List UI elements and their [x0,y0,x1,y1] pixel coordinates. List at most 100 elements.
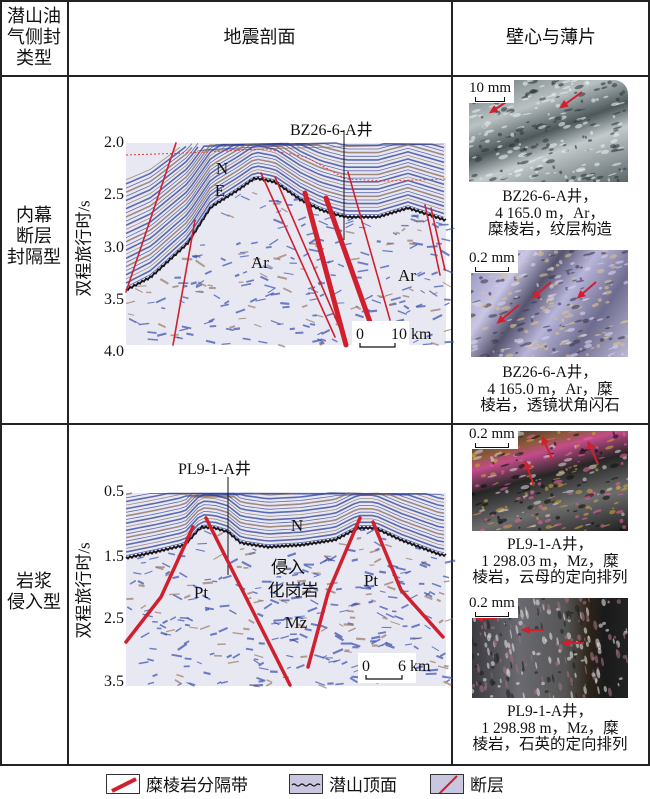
table-border-right [648,0,650,765]
y-axis-label: 双程旅行时/s [74,542,94,639]
legend-label: 断层 [470,776,504,795]
y-tick: 2.0 [104,134,124,151]
y-tick: 2.5 [104,610,124,627]
arrow-icon [563,91,583,106]
label-ar: Ar [251,253,269,272]
fault-line [125,142,177,293]
photo-caption: PL9-1-A井， 1 298.98 m，Mz，糜 棱岩，石英的定向排列 [455,703,645,754]
y-tick: 3.5 [104,673,124,690]
table-row-divider [0,423,650,425]
caption-line: 糜棱岩，纹层构造 [487,221,612,238]
row1-type: 内幕 断层 封隔型 [0,205,68,268]
header-seismic-section: 地震剖面 [223,27,296,47]
y-tick: 1.5 [104,548,124,565]
scale-zero: 0 [356,326,364,343]
mylonite-band [323,195,373,325]
y-tick: 4.0 [104,343,124,360]
well-label: PL9-1-A井 [178,461,251,478]
type-line: 岩浆 [16,571,52,591]
arrow-head-icon [541,435,549,446]
label-e: E [215,181,225,200]
buried-hill-top-line [125,524,447,560]
fault-line [424,204,441,276]
scale-zero: 0 [362,658,370,675]
header-line: 潜山油 [7,6,61,26]
well-label: BZ26-6-A井 [290,122,373,139]
arrow-head-icon [587,440,595,451]
caption-line: BZ26-6-A井， [502,364,598,381]
mylonite-band [204,516,292,687]
arrow-head-icon [559,100,569,109]
mylonite-band [302,190,349,348]
mylonite-band [371,520,445,639]
arrow-head-icon [561,638,570,648]
table-col-divider [67,0,69,765]
y-tick: 3.5 [104,291,124,308]
fault-line [172,219,196,346]
y-tick: 3.0 [104,239,124,256]
y-tick: 0.5 [104,483,124,500]
caption-line: 4 165.0 m，Ar，糜 [487,380,613,398]
arrow-icon [535,281,552,296]
header-line: 气侧封 [7,27,61,47]
arrow-head-icon [576,290,586,299]
arrow-head-icon [496,315,506,324]
arrow-head-icon [489,105,499,114]
label-pt: Pt [364,571,378,590]
horizon-line [125,148,447,182]
thin-section-photo [471,250,628,357]
scale-end: 6 km [398,658,431,675]
caption-line: 1 298.03 m，Mz，糜 [481,552,619,570]
type-line: 内幕 [16,205,52,225]
photo-caption: PL9-1-A井， 1 298.03 m，Mz，糜 棱岩，云母的定向排列 [455,536,645,587]
fault-icon [430,773,464,794]
scale-bar-line [359,343,396,348]
mylonite-band [306,516,362,669]
arrow-icon [580,281,597,296]
fault-line [347,171,391,321]
scale-bar: 0.2 mm [466,595,518,618]
scale-label: 0.2 mm [469,250,515,266]
scale-label: 10 mm [469,80,512,96]
table-border-top [0,0,650,2]
caption-line: BZ26-6-A井， [502,188,598,205]
seismic-section-bz26: NE Ar Ar 0 10 km [125,130,455,351]
header-line: 类型 [16,48,52,68]
arrow-icon [500,304,520,321]
scale-end: 10 km [391,326,432,343]
table-col-divider [451,0,453,765]
caption-line: 棱岩，石英的定向排列 [472,736,628,753]
label-ar: Ar [398,266,416,285]
label-n: N [291,516,303,535]
caption-line: PL9-1-A井， [506,703,594,720]
photo-caption: BZ26-6-A井， 4 165.0 m，Ar，糜 棱岩，透镜状角闪石 [455,364,645,415]
row2-type: 岩浆 侵入型 [0,571,68,613]
buried-hill-top-line [125,176,447,292]
fault-line [274,176,346,341]
buried-hill-top-icon [289,773,323,794]
arrow-head-icon [531,290,541,299]
caption-line: 4 165.0 m，Ar， [495,204,605,222]
legend-label: 潜山顶面 [329,776,397,795]
scale-bar-line [365,675,403,680]
arrow-head-icon [521,625,530,635]
scale-bar: 10 mm [466,80,515,103]
legend-label: 糜棱岩分隔带 [146,776,248,795]
table-border-left [0,0,2,765]
legend-item-fault: 断层 [430,771,504,796]
label-mz: Mz [285,613,308,632]
type-line: 侵入型 [7,592,61,612]
label-granite: 化岗岩 [268,581,319,600]
scale-bar-bg [358,653,416,683]
table-border-bottom [0,764,650,766]
caption-line: 1 298.98 m，Mz，糜 [481,719,619,737]
scale-bar: 0.2 mm [466,250,518,273]
scale-bar: 0.2 mm [466,426,518,449]
header-seal-type: 潜山油 气侧封 类型 [0,6,68,69]
photo-caption: BZ26-6-A井， 4 165.0 m，Ar， 糜棱岩，纹层构造 [455,188,645,239]
label-intrusion: 侵入 [271,558,305,577]
legend-item-buried-hill-top: 潜山顶面 [289,771,397,796]
type-line: 断层 [16,226,52,246]
arrow-icon [526,465,535,487]
